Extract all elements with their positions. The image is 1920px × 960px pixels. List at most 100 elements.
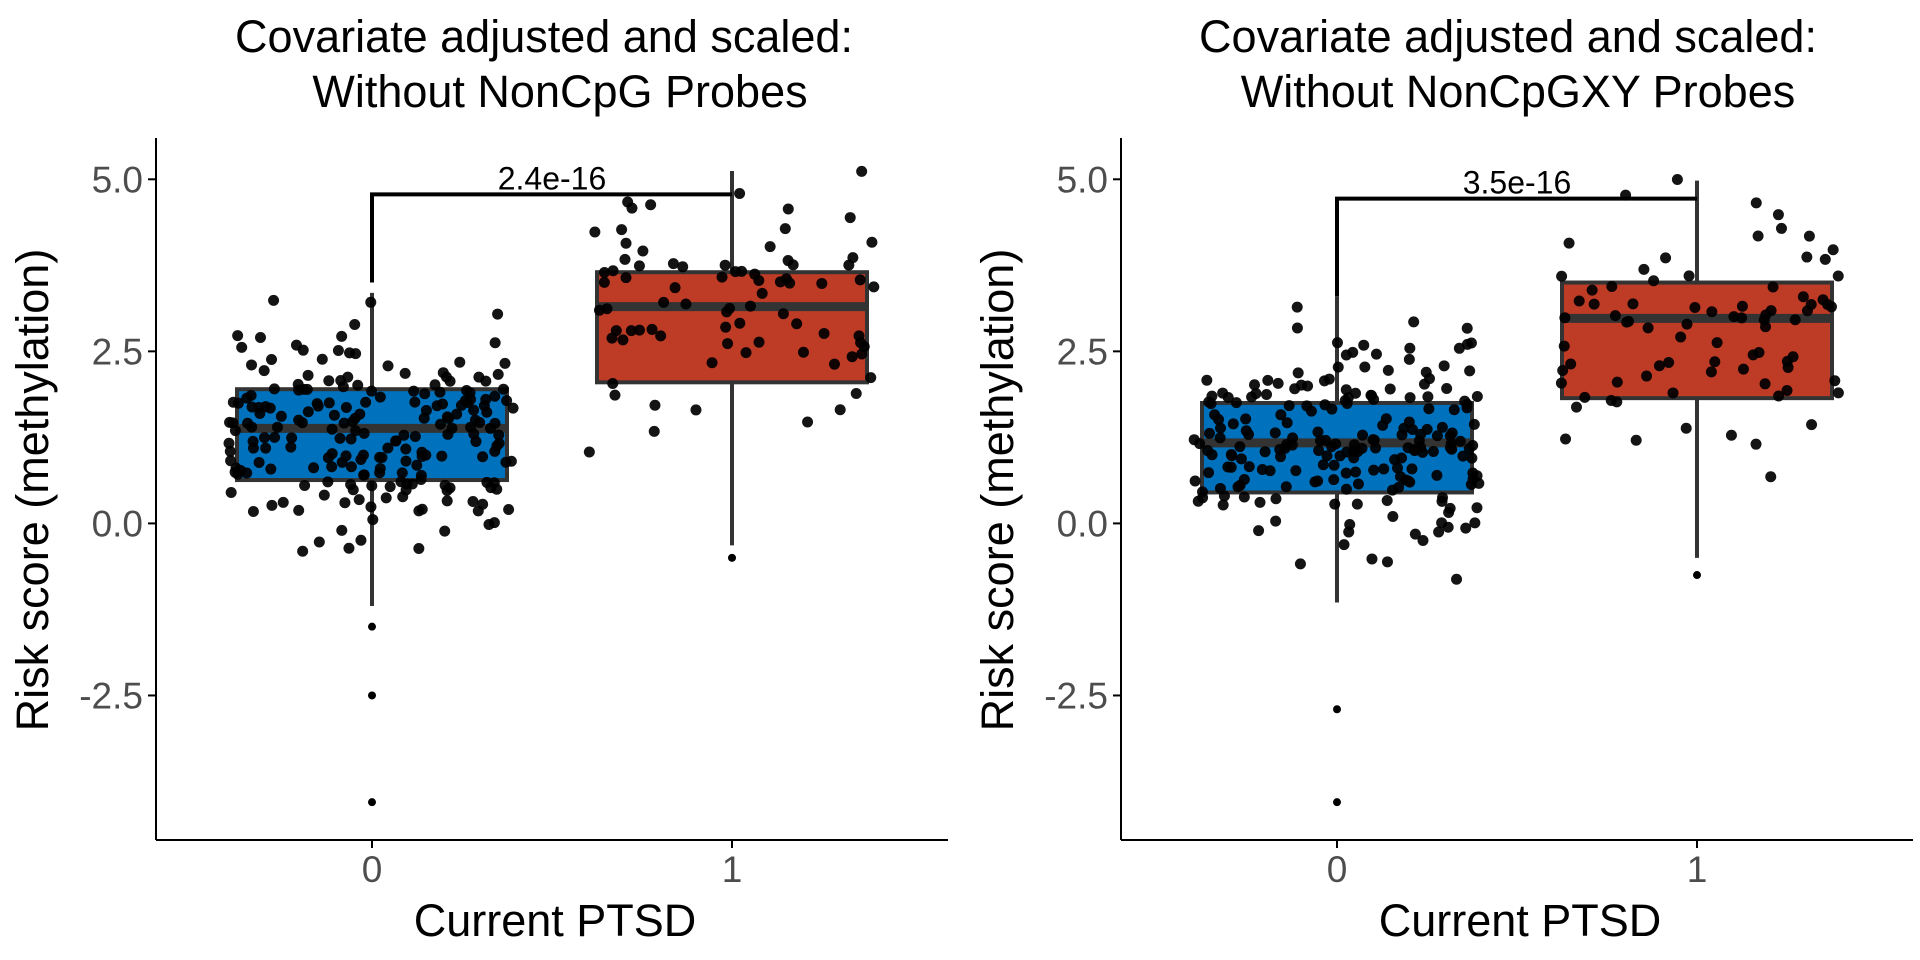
- data-point: [247, 505, 259, 517]
- data-point: [418, 412, 430, 424]
- data-point: [491, 483, 503, 495]
- data-point: [338, 417, 350, 429]
- data-point: [290, 339, 302, 351]
- data-point: [302, 369, 314, 381]
- data-point: [247, 442, 259, 454]
- data-point: [1238, 473, 1250, 485]
- data-point: [232, 330, 244, 342]
- x-tick-label: 0: [1327, 849, 1348, 890]
- data-point: [399, 367, 411, 379]
- x-tick-label: 0: [362, 849, 383, 890]
- y-tick-label: -2.5: [79, 675, 143, 716]
- data-point: [1269, 427, 1281, 439]
- y-tick-label: 2.5: [1057, 331, 1108, 372]
- data-point: [625, 325, 637, 337]
- chart-title-line2: Without NonCpGXY Probes: [1241, 66, 1795, 117]
- data-point: [1254, 496, 1266, 508]
- data-point: [260, 401, 272, 413]
- data-point: [409, 396, 421, 408]
- data-point: [1312, 475, 1324, 487]
- data-point: [1402, 475, 1414, 487]
- data-point: [1565, 358, 1577, 370]
- data-point: [268, 294, 280, 306]
- data-point: [382, 360, 394, 372]
- data-point: [1750, 197, 1762, 209]
- data-point: [1773, 390, 1785, 402]
- data-point: [1711, 337, 1723, 349]
- data-point: [297, 545, 309, 557]
- data-point: [1827, 244, 1839, 256]
- data-point: [646, 323, 658, 335]
- data-point: [844, 212, 856, 224]
- data-point: [1226, 450, 1238, 462]
- data-point: [400, 443, 412, 455]
- data-point: [1261, 388, 1273, 400]
- data-point: [1270, 493, 1282, 505]
- data-point: [441, 485, 453, 497]
- data-point: [347, 416, 359, 428]
- data-point: [419, 388, 431, 400]
- data-point: [349, 318, 361, 330]
- outlier-point: [368, 691, 376, 700]
- data-point: [1431, 430, 1443, 442]
- data-point: [1737, 363, 1749, 375]
- data-point: [1445, 437, 1457, 449]
- data-point: [1387, 510, 1399, 522]
- y-axis-label: Risk score (methylation): [7, 249, 58, 732]
- data-point: [1433, 526, 1445, 538]
- data-point: [411, 459, 423, 471]
- data-point: [854, 274, 866, 286]
- data-point: [1706, 306, 1718, 318]
- data-point: [1253, 525, 1265, 537]
- data-point: [1287, 432, 1299, 444]
- data-point: [468, 404, 480, 416]
- data-point: [269, 431, 281, 443]
- data-point: [1272, 377, 1284, 389]
- data-point: [828, 358, 840, 370]
- data-point: [258, 432, 270, 444]
- data-point: [1468, 418, 1480, 430]
- data-point: [1642, 322, 1654, 334]
- data-point: [489, 390, 501, 402]
- data-point: [1415, 428, 1427, 440]
- data-point: [483, 519, 495, 531]
- data-point: [1759, 378, 1771, 390]
- data-point: [1471, 390, 1483, 402]
- data-point: [655, 330, 667, 342]
- y-tick-label: 0.0: [1057, 503, 1108, 544]
- data-point: [1292, 367, 1304, 379]
- data-point: [442, 428, 454, 440]
- data-point: [374, 451, 386, 463]
- data-point: [1301, 400, 1313, 412]
- data-point: [1340, 483, 1352, 495]
- data-point: [398, 429, 410, 441]
- data-point: [489, 445, 501, 457]
- data-point: [285, 441, 297, 453]
- data-point: [1227, 418, 1239, 430]
- data-point: [350, 425, 362, 437]
- data-point: [1320, 434, 1332, 446]
- data-point: [1563, 237, 1575, 249]
- data-point: [609, 389, 621, 401]
- data-point: [1384, 383, 1396, 395]
- data-point: [400, 455, 412, 467]
- data-point: [658, 296, 670, 308]
- data-point: [1340, 467, 1352, 479]
- data-point: [1222, 392, 1234, 404]
- data-point: [1736, 312, 1748, 324]
- data-point: [326, 423, 338, 435]
- data-point: [277, 496, 289, 508]
- data-point: [286, 432, 298, 444]
- data-point: [266, 354, 278, 366]
- data-point: [258, 365, 270, 377]
- data-point: [1765, 471, 1777, 483]
- data-point: [293, 384, 305, 396]
- data-point: [1750, 438, 1762, 450]
- data-point: [1630, 434, 1642, 446]
- data-point: [1350, 466, 1362, 478]
- data-point: [1368, 393, 1380, 405]
- chart-title-line2: Without NonCpG Probes: [312, 66, 807, 117]
- data-point: [357, 449, 369, 461]
- data-point: [1392, 462, 1404, 474]
- data-point: [1222, 461, 1234, 473]
